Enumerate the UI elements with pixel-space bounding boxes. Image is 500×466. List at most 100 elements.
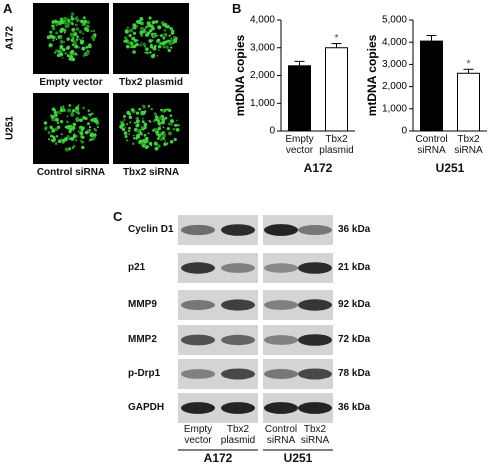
size-label: 72 kDa — [338, 334, 371, 345]
y-tick-label: 0 — [401, 126, 407, 137]
significance-marker: * — [466, 58, 471, 70]
mitochondria-dot — [55, 38, 58, 41]
mitochondria-dot — [172, 35, 176, 39]
mitochondria-dot — [164, 116, 168, 120]
protein-label: MMP2 — [128, 334, 157, 345]
blot-band — [298, 334, 332, 346]
mitochondria-dot — [51, 107, 56, 112]
mitochondria-dot — [150, 108, 153, 111]
mitochondria-dot — [145, 30, 148, 33]
mitochondria-dot — [71, 43, 75, 47]
mitochondria-dot — [140, 33, 144, 37]
mitochondria-dot — [163, 32, 168, 37]
mitochondria-dot — [66, 120, 69, 124]
mitochondria-dot — [72, 122, 77, 127]
mitochondria-dot — [74, 23, 78, 27]
mitochondria-dot — [175, 128, 180, 132]
mitochondria-dot — [67, 148, 70, 151]
size-label: 78 kDa — [338, 368, 371, 379]
mitochondria-dot — [157, 45, 162, 49]
mitochondria-dot — [133, 137, 136, 140]
mitochondria-dot — [148, 39, 153, 43]
mitochondria-dot — [125, 44, 130, 49]
mitochondria-dot — [130, 45, 133, 49]
blot-band — [181, 300, 215, 310]
x-tick-label: Tbx2 plasmid — [319, 134, 354, 156]
mitochondria-dot — [52, 27, 56, 31]
mitochondria-dot — [146, 21, 150, 25]
mitochondria-dot — [125, 138, 129, 142]
mitochondria-dot — [84, 130, 89, 135]
x-tick-label: Empty vector — [285, 134, 314, 156]
mitochondria-dot — [55, 49, 59, 53]
blot-band — [264, 335, 298, 345]
mitochondria-dot — [159, 131, 162, 134]
blot-band — [221, 334, 255, 346]
mitochondria-dot — [87, 122, 90, 126]
size-label: 36 kDa — [338, 224, 371, 235]
mitochondria-dot — [162, 126, 165, 129]
mitochondria-dot — [64, 17, 69, 22]
mitochondria-dot — [135, 119, 140, 124]
mitochondria-dot — [164, 139, 167, 142]
blot-band — [298, 368, 332, 380]
mitochondria-dot — [168, 108, 172, 113]
mitochondria-dot — [82, 53, 86, 57]
mitochondria-dot — [129, 121, 132, 124]
row-label: U251 — [5, 116, 16, 140]
mitochondria-dot — [166, 25, 170, 29]
blot-band — [264, 224, 298, 236]
mitochondria-dot — [54, 119, 58, 122]
mitochondria-dot — [83, 22, 86, 26]
x-axis-label: A172 — [303, 161, 333, 175]
mitochondria-dot — [54, 51, 57, 54]
mitochondria-dot — [45, 128, 48, 131]
mitochondria-dot — [124, 29, 129, 34]
mitochondria-dot — [167, 122, 171, 126]
mitochondria-dot — [139, 30, 144, 35]
mitochondria-dot — [152, 120, 156, 123]
mitochondria-dot — [76, 35, 79, 39]
mitochondria-dot — [87, 113, 90, 116]
micrograph — [33, 3, 109, 74]
mitochondria-dot — [156, 38, 160, 42]
mitochondria-dot — [59, 108, 64, 113]
mitochondria-dot — [143, 122, 148, 127]
mitochondria-dot — [70, 38, 74, 42]
mitochondria-dot — [165, 45, 169, 49]
mitochondria-dot — [120, 122, 125, 127]
mitochondria-dot — [76, 15, 79, 18]
row-label: A172 — [5, 26, 16, 50]
mitochondria-dot — [93, 128, 96, 130]
mitochondria-dot — [91, 136, 96, 140]
mitochondria-dot — [59, 47, 62, 50]
mitochondria-dot — [53, 19, 58, 24]
mitochondria-dot — [43, 121, 48, 125]
mitochondria-dot — [59, 112, 62, 115]
mitochondria-dot — [152, 53, 156, 57]
mitochondria-dot — [91, 112, 94, 115]
mitochondria-dot — [130, 108, 135, 112]
mitochondria-dot — [163, 142, 167, 147]
mitochondria-dot — [88, 125, 92, 129]
y-tick-label: 2,000 — [250, 70, 275, 81]
mitochondria-dot — [162, 36, 166, 40]
lane-label: Tbx2 plasmid — [220, 424, 256, 446]
mitochondria-dot — [46, 35, 51, 40]
y-tick-label: 4,000 — [382, 37, 407, 48]
mitochondria-dot — [152, 129, 155, 132]
mitochondria-dot — [70, 17, 75, 21]
mitochondria-dot — [72, 144, 76, 148]
mitochondria-dot — [59, 29, 64, 34]
mitochondria-dot — [64, 126, 67, 129]
mitochondria-dot — [139, 26, 145, 31]
mitochondria-dot — [158, 41, 161, 44]
mitochondria-dot — [65, 22, 70, 26]
blot-band — [221, 368, 255, 380]
mitochondria-dot — [60, 133, 63, 136]
mitochondria-dot — [93, 118, 98, 123]
mitochondria-dot — [82, 106, 85, 110]
mitochondria-dot — [63, 109, 66, 112]
mitochondria-dot — [166, 108, 169, 111]
mitochondria-dot — [92, 29, 96, 33]
